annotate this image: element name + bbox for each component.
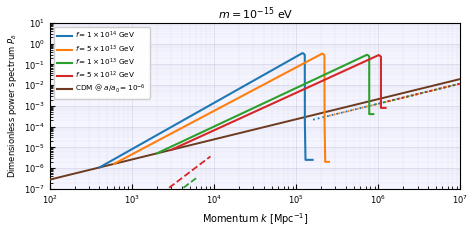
Title: $m = 10^{-15}$ eV: $m = 10^{-15}$ eV [218, 6, 293, 22]
Legend: $f = 1 \times 10^{14}$ GeV, $f = 5 \times 10^{13}$ GeV, $f = 1 \times 10^{13}$ G: $f = 1 \times 10^{14}$ GeV, $f = 5 \time… [54, 27, 150, 99]
X-axis label: Momentum $k$ [Mpc$^{-1}$]: Momentum $k$ [Mpc$^{-1}$] [202, 212, 309, 227]
Y-axis label: Dimensionless power spectrum $P_\delta$: Dimensionless power spectrum $P_\delta$ [6, 34, 18, 178]
